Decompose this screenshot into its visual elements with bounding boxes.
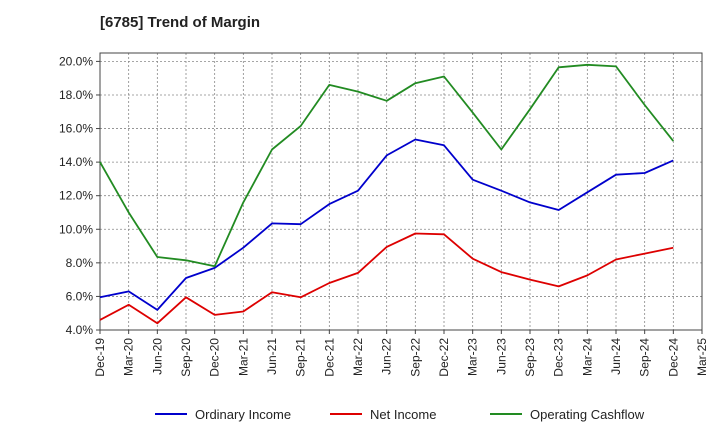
x-tick-label: Mar-25: [695, 338, 709, 376]
x-tick-label: Jun-22: [380, 338, 394, 375]
series-line-ordinary-income: [99, 138, 674, 311]
legend: Ordinary Income Net Income Operating Cashf…: [155, 407, 645, 422]
x-tick-label: Dec-19: [93, 338, 107, 377]
x-tick-label: Dec-20: [208, 338, 222, 377]
series-line-net-income: [99, 232, 674, 325]
legend-label-net-income: Net Income: [370, 407, 436, 422]
x-tick-label: Jun-23: [494, 338, 508, 375]
x-tick-label: Sep-23: [523, 338, 537, 377]
x-tick-label: Dec-23: [552, 338, 566, 377]
x-tick-label: Jun-24: [609, 338, 623, 375]
y-tick-label: 10.0%: [59, 222, 93, 236]
plot-frame: [99, 52, 703, 331]
legend-label-operating-cashflow: Operating Cashflow: [530, 407, 645, 422]
x-tick-label: Dec-22: [437, 338, 451, 377]
y-tick-label: 8.0%: [66, 256, 94, 270]
x-tick-label: Sep-24: [638, 338, 652, 377]
y-tick-label: 16.0%: [59, 122, 93, 136]
gridlines: [99, 53, 703, 331]
x-tick-label: Mar-24: [580, 338, 594, 376]
x-tick-label: Sep-22: [408, 338, 422, 377]
x-tick-label: Sep-20: [179, 338, 193, 377]
series-line-operating-cashflow: [99, 63, 675, 268]
x-tick-label: Mar-20: [122, 338, 136, 376]
x-tick-label: Mar-21: [236, 338, 250, 376]
y-tick-label: 18.0%: [59, 88, 93, 102]
x-tick-label: Mar-22: [351, 338, 365, 376]
y-tick-label: 4.0%: [66, 323, 94, 337]
y-tick-label: 14.0%: [59, 155, 93, 169]
x-tick-label: Jun-21: [265, 338, 279, 375]
x-tick-label: Dec-24: [666, 338, 680, 377]
series-lines: [99, 63, 675, 325]
x-tick-label: Dec-21: [322, 338, 336, 377]
y-tick-label: 12.0%: [59, 189, 93, 203]
x-tick-label: Sep-21: [294, 338, 308, 377]
x-tick-label: Mar-23: [466, 338, 480, 376]
x-tick-label: Jun-20: [150, 338, 164, 375]
x-axis-ticks: Dec-19 Mar-20 Jun-20 Sep-20 Dec-20 Mar-21 Jun-…: [93, 330, 709, 377]
chart-title: [6785] Trend of Margin: [100, 14, 261, 31]
y-tick-label: 6.0%: [66, 289, 94, 303]
y-axis-ticks: 4.0% 6.0% 8.0% 10.0% 12.0% 14.0% 16.0% 18.0% 20.…: [59, 54, 100, 337]
legend-label-ordinary-income: Ordinary Income: [195, 407, 291, 422]
y-tick-label: 20.0%: [59, 54, 93, 68]
